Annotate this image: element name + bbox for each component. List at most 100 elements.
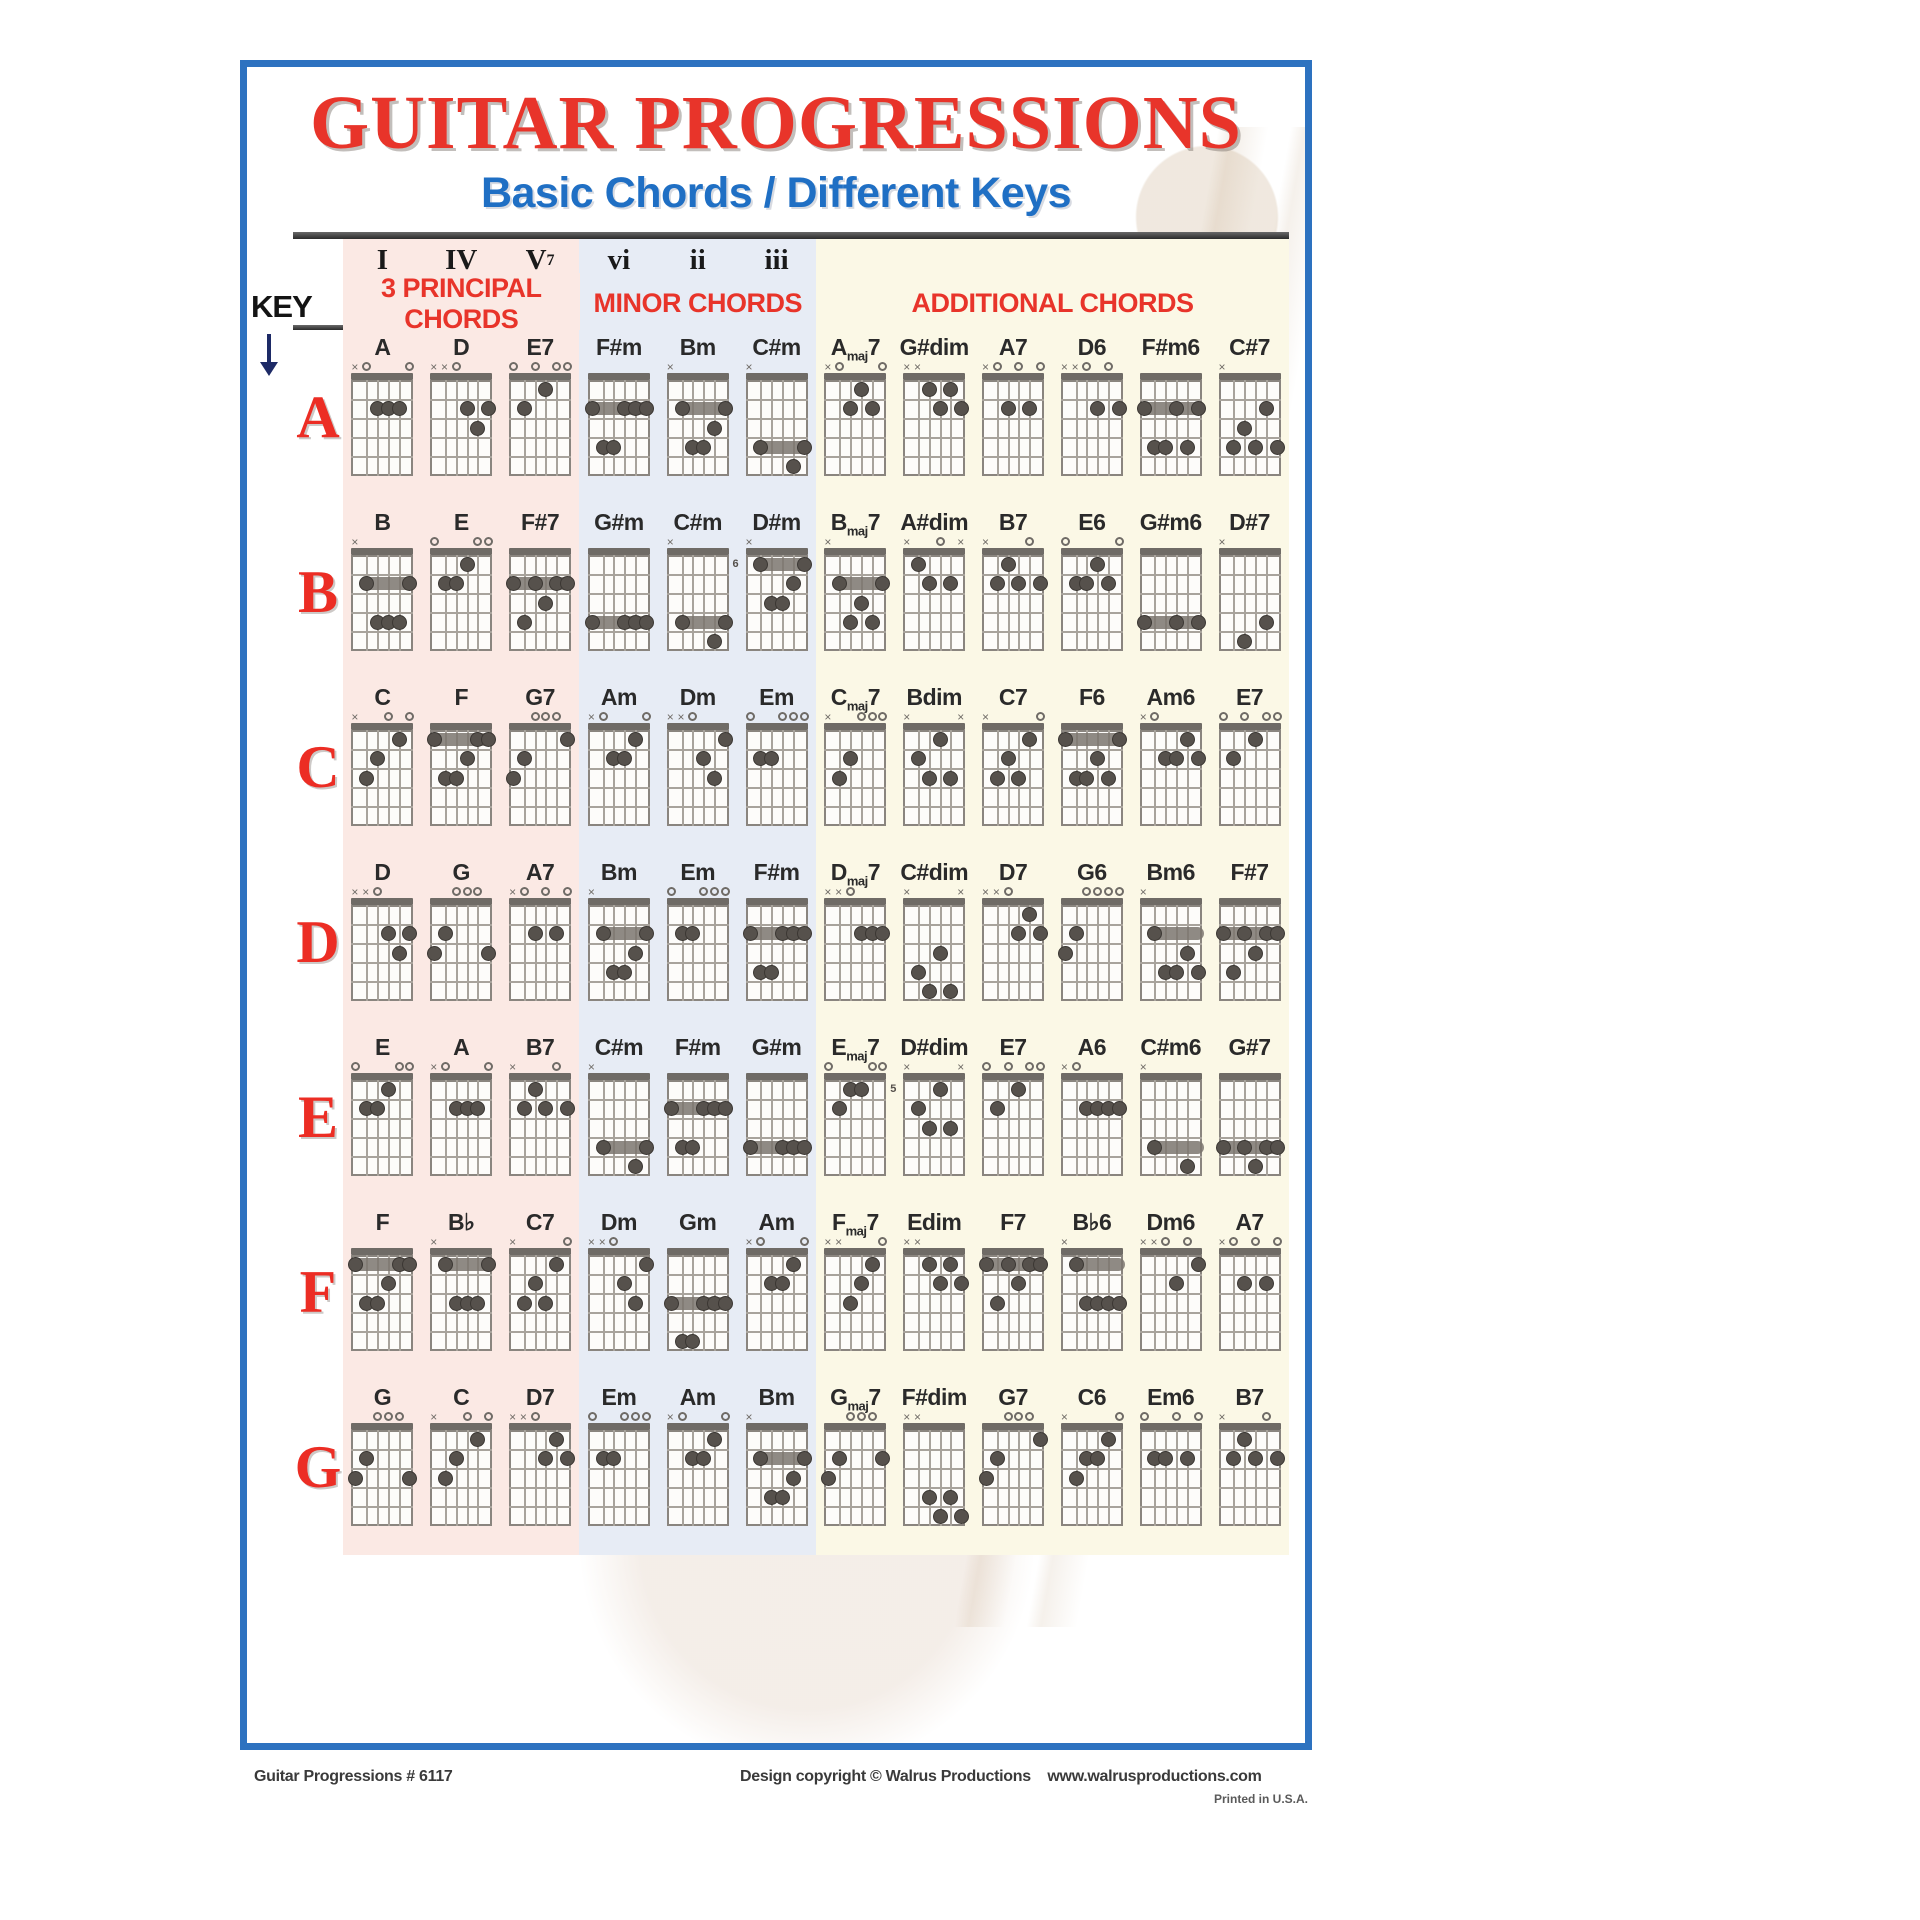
chord-cell-C-Am[interactable]: Am × [579, 679, 659, 855]
chord-cell-A-E7[interactable]: E7 [500, 329, 580, 505]
chord-cell-F-C7[interactable]: C7 × [500, 1204, 580, 1380]
fret-line [824, 1506, 887, 1509]
chord-cell-G-G7[interactable]: G7 [973, 1379, 1053, 1555]
fret-line [1139, 1331, 1202, 1334]
chord-cell-F-Edim[interactable]: Edim × × [894, 1204, 974, 1380]
chord-cell-E-E[interactable]: E [343, 1029, 422, 1205]
chord-cell-E-G#7[interactable]: G#7 [1210, 1029, 1289, 1205]
chord-cell-G-Em6[interactable]: Em6 [1131, 1379, 1211, 1555]
chord-cell-G-Am[interactable]: Am × [658, 1379, 738, 1555]
chord-cell-A-D6[interactable]: D6 × × [1052, 329, 1132, 505]
chord-cell-G-B7[interactable]: B7 × [1210, 1379, 1289, 1555]
chord-cell-E-E7[interactable]: E7 [973, 1029, 1053, 1205]
chord-cell-E-Emaj7[interactable]: Emaj7 [815, 1029, 895, 1205]
chord-cell-F-Am[interactable]: Am × [737, 1204, 816, 1380]
chord-cell-B-B7[interactable]: B7 × [973, 504, 1053, 680]
string-line [477, 904, 480, 1001]
chord-cell-C-F[interactable]: F [421, 679, 501, 855]
chord-cell-B-B[interactable]: B × [343, 504, 422, 680]
chord-cell-C-Dm[interactable]: Dm × × [658, 679, 738, 855]
chord-cell-D-D[interactable]: D × × [343, 854, 422, 1030]
chord-cell-B-C#m[interactable]: C#m × [658, 504, 738, 680]
fret-line [824, 767, 887, 770]
chord-cell-G-G[interactable]: G [343, 1379, 422, 1555]
chord-cell-C-G7[interactable]: G7 [500, 679, 580, 855]
chord-cell-G-C[interactable]: C × [421, 1379, 501, 1555]
chord-cell-D-G[interactable]: G [421, 854, 501, 1030]
chord-cell-A-Amaj7[interactable]: Amaj7 × [815, 329, 895, 505]
chord-diagram: × × [430, 361, 497, 481]
nut [982, 1247, 1045, 1255]
chord-cell-D-A7[interactable]: A7 × [500, 854, 580, 1030]
chord-cell-E-D#dim[interactable]: D#dim × × 5 [890, 1029, 974, 1205]
chord-cell-A-C#m[interactable]: C#m × [737, 329, 816, 505]
string-line [445, 1254, 448, 1351]
footer-website-link[interactable]: www.walrusproductions.com [1047, 1768, 1262, 1785]
chord-cell-E-B7[interactable]: B7 × [500, 1029, 580, 1205]
chord-cell-F-F[interactable]: F [343, 1204, 422, 1380]
chord-cell-D-F#m[interactable]: F#m [737, 854, 816, 1030]
chord-cell-F-Fmaj7[interactable]: Fmaj7 × × [815, 1204, 895, 1380]
chord-cell-A-A[interactable]: A × [343, 329, 422, 505]
chord-cell-B-F#7[interactable]: F#7 [500, 504, 580, 680]
chord-cell-B-Bmaj7[interactable]: Bmaj7 × [815, 504, 895, 680]
chord-cell-F-Gm[interactable]: Gm [658, 1204, 738, 1380]
chord-cell-B-E[interactable]: E [421, 504, 501, 680]
chord-cell-B-G#m[interactable]: G#m [579, 504, 659, 680]
fret-line [982, 1292, 1045, 1295]
finger-dot [1147, 926, 1163, 942]
chord-cell-G-Em[interactable]: Em [579, 1379, 659, 1555]
chord-cell-E-F#m[interactable]: F#m [658, 1029, 738, 1205]
chord-cell-G-C6[interactable]: C6 × [1052, 1379, 1132, 1555]
chord-cell-C-F6[interactable]: F6 [1052, 679, 1132, 855]
chord-cell-C-E7[interactable]: E7 [1210, 679, 1289, 855]
chord-cell-E-C#m[interactable]: C#m × [579, 1029, 659, 1205]
chord-cell-C-Am6[interactable]: Am6 × [1131, 679, 1211, 855]
chord-cell-C-C[interactable]: C × [343, 679, 422, 855]
chord-cell-B-D#7[interactable]: D#7 × [1210, 504, 1289, 680]
fret-line [587, 1273, 650, 1276]
chord-cell-A-Bm[interactable]: Bm × [658, 329, 738, 505]
chord-cell-C-C7[interactable]: C7 × [973, 679, 1053, 855]
chord-cell-D-Dmaj7[interactable]: Dmaj7 × × [815, 854, 895, 1030]
chord-cell-E-C#m6[interactable]: C#m6 × [1131, 1029, 1211, 1205]
chord-cell-D-G6[interactable]: G6 [1052, 854, 1132, 1030]
chord-cell-A-A7[interactable]: A7 × [973, 329, 1053, 505]
chord-cell-A-C#7[interactable]: C#7 × [1210, 329, 1289, 505]
chord-cell-E-A6[interactable]: A6 × [1052, 1029, 1132, 1205]
chord-cell-D-D7[interactable]: D7 × × [973, 854, 1053, 1030]
chord-cell-B-A#dim[interactable]: A#dim × × [894, 504, 974, 680]
key-label-cell: E [293, 1030, 343, 1205]
chord-cell-G-Gmaj7[interactable]: Gmaj7 [815, 1379, 895, 1555]
finger-dot [1033, 1432, 1049, 1448]
chord-cell-G-Bm[interactable]: Bm × [737, 1379, 816, 1555]
chord-cell-A-G#dim[interactable]: G#dim × × [894, 329, 974, 505]
chord-cell-E-G#m[interactable]: G#m [737, 1029, 816, 1205]
string-line [455, 554, 458, 651]
chord-cell-F-Dm6[interactable]: Dm6 × × [1131, 1204, 1211, 1380]
chord-cell-D-Bm6[interactable]: Bm6 × [1131, 854, 1211, 1030]
chord-cell-A-F#m[interactable]: F#m [579, 329, 659, 505]
chord-cell-F-Dm[interactable]: Dm × × [579, 1204, 659, 1380]
chord-cell-F-F7[interactable]: F7 [973, 1204, 1053, 1380]
chord-cell-G-F#dim[interactable]: F#dim × × [894, 1379, 974, 1555]
chord-cell-F-A7[interactable]: A7 × [1210, 1204, 1289, 1380]
chord-cell-D-C#dim[interactable]: C#dim × × [894, 854, 974, 1030]
chord-cell-C-Bdim[interactable]: Bdim × × [894, 679, 974, 855]
chord-cell-E-A[interactable]: A × [421, 1029, 501, 1205]
chord-cell-F-B[interactable]: B♭ × [421, 1204, 501, 1380]
chord-cell-A-F#m6[interactable]: F#m6 [1131, 329, 1211, 505]
chord-cell-B-E6[interactable]: E6 [1052, 504, 1132, 680]
chord-cell-A-D[interactable]: D × × [421, 329, 501, 505]
chord-cell-B-G#m6[interactable]: G#m6 [1131, 504, 1211, 680]
chord-cell-C-Em[interactable]: Em [737, 679, 816, 855]
chord-cell-D-Em[interactable]: Em [658, 854, 738, 1030]
chord-cell-D-F#7[interactable]: F#7 [1210, 854, 1289, 1030]
finger-dot [628, 945, 644, 961]
chord-cell-G-D7[interactable]: D7 × × [500, 1379, 580, 1555]
chord-cell-C-Cmaj7[interactable]: Cmaj7 × [815, 679, 895, 855]
chord-cell-D-Bm[interactable]: Bm × [579, 854, 659, 1030]
string-line [1097, 1429, 1100, 1526]
chord-cell-F-B6[interactable]: B♭6 × [1052, 1204, 1132, 1380]
chord-cell-B-D#m[interactable]: D#m × 6 [733, 504, 816, 680]
